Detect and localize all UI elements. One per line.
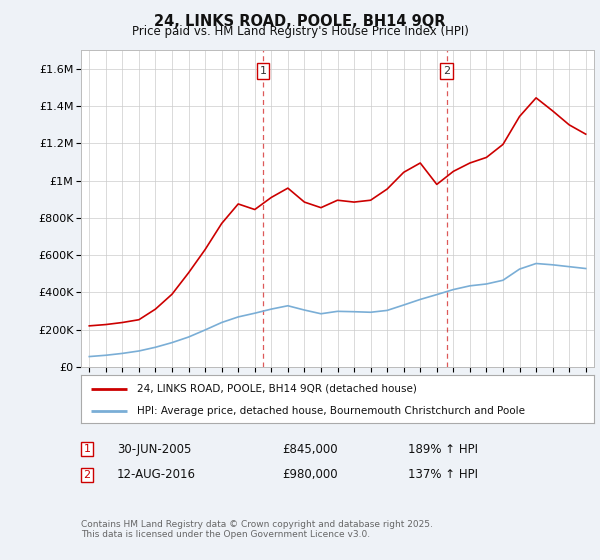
Text: 30-JUN-2005: 30-JUN-2005 [117,442,191,456]
Text: £845,000: £845,000 [282,442,338,456]
Text: Price paid vs. HM Land Registry's House Price Index (HPI): Price paid vs. HM Land Registry's House … [131,25,469,38]
Text: 24, LINKS ROAD, POOLE, BH14 9QR: 24, LINKS ROAD, POOLE, BH14 9QR [154,14,446,29]
Text: 24, LINKS ROAD, POOLE, BH14 9QR (detached house): 24, LINKS ROAD, POOLE, BH14 9QR (detache… [137,384,418,394]
Text: 1: 1 [260,66,266,76]
Text: £980,000: £980,000 [282,468,338,482]
Text: 2: 2 [443,66,450,76]
Text: Contains HM Land Registry data © Crown copyright and database right 2025.
This d: Contains HM Land Registry data © Crown c… [81,520,433,539]
Text: 1: 1 [83,444,91,454]
Text: 12-AUG-2016: 12-AUG-2016 [117,468,196,482]
Text: HPI: Average price, detached house, Bournemouth Christchurch and Poole: HPI: Average price, detached house, Bour… [137,406,526,416]
Text: 137% ↑ HPI: 137% ↑ HPI [408,468,478,482]
Text: 2: 2 [83,470,91,480]
Text: 189% ↑ HPI: 189% ↑ HPI [408,442,478,456]
